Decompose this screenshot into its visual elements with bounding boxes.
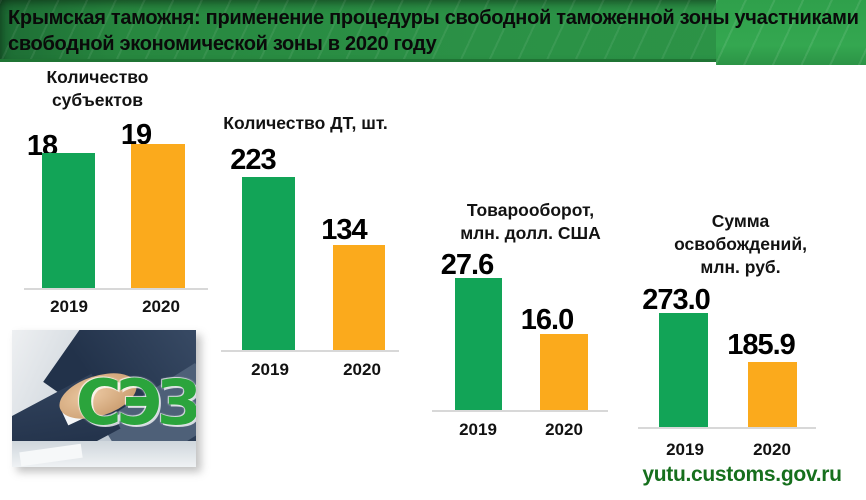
chart1-baseline: [24, 288, 208, 290]
chart4-value-2020: 185.9: [727, 329, 796, 361]
chart2-value-2019: 223: [230, 144, 276, 176]
chart3-title-line2: млн. долл. США: [460, 223, 601, 243]
chart1-title-line1: Количество: [46, 67, 149, 87]
slide-title-line2: свободной экономической зоны в 2020 году: [8, 33, 437, 55]
chart3-bar-2020: [540, 334, 588, 410]
header-accent-block: [716, 0, 866, 65]
chart2-year-2019: 2019: [251, 360, 289, 379]
chart1-year-2019: 2019: [50, 297, 88, 316]
chart4-baseline: [638, 427, 816, 429]
chart3-title-line1: Товарооборот,: [466, 200, 595, 220]
chart1-title-line2: субъектов: [51, 90, 144, 110]
chart4-title-line1: Сумма: [711, 211, 770, 231]
chart1-title: Количество субъектов: [5, 66, 190, 112]
chart1-bar-2020: [131, 144, 185, 288]
chart3-baseline: [432, 410, 608, 412]
chart2-bar-2020: [333, 245, 385, 350]
chart4-value-2019: 273.0: [642, 284, 711, 316]
chart1-bar-2019: [42, 153, 95, 288]
chart3-value-2019: 27.6: [440, 249, 494, 281]
chart2-baseline: [221, 350, 399, 352]
chart2-bar-2019: [242, 177, 295, 350]
chart4-bar-2019: [659, 313, 708, 427]
sez-logo: СЭЗ: [76, 366, 196, 439]
slide-title-line1: Крымская таможня: применение процедуры с…: [8, 7, 859, 29]
chart3-year-2020: 2020: [545, 420, 583, 439]
chart2-title: Количество ДТ, шт.: [213, 112, 398, 135]
handshake-photo: СЭЗ: [12, 330, 196, 467]
chart4-title-line2: освобождений,: [674, 234, 807, 254]
slide-title: Крымская таможня: применение процедуры с…: [8, 5, 859, 57]
chart2-value-2020: 134: [321, 214, 367, 246]
chart3-value-2020: 16.0: [520, 304, 574, 336]
chart2-year-2020: 2020: [343, 360, 381, 379]
chart3-title: Товарооборот, млн. долл. США: [438, 199, 623, 245]
chart4-year-2020: 2020: [753, 440, 791, 459]
chart1-year-2020: 2020: [142, 297, 180, 316]
chart4-bar-2020: [748, 362, 797, 427]
site-url: yutu.customs.gov.ru: [642, 463, 842, 486]
chart2-title-line1: Количество ДТ, шт.: [223, 113, 388, 133]
chart3-bar-2019: [455, 278, 502, 410]
chart4-title: Сумма освобождений, млн. руб.: [648, 210, 833, 279]
chart3-year-2019: 2019: [459, 420, 497, 439]
chart4-year-2019: 2019: [666, 440, 704, 459]
chart4-title-line3: млн. руб.: [700, 257, 781, 277]
